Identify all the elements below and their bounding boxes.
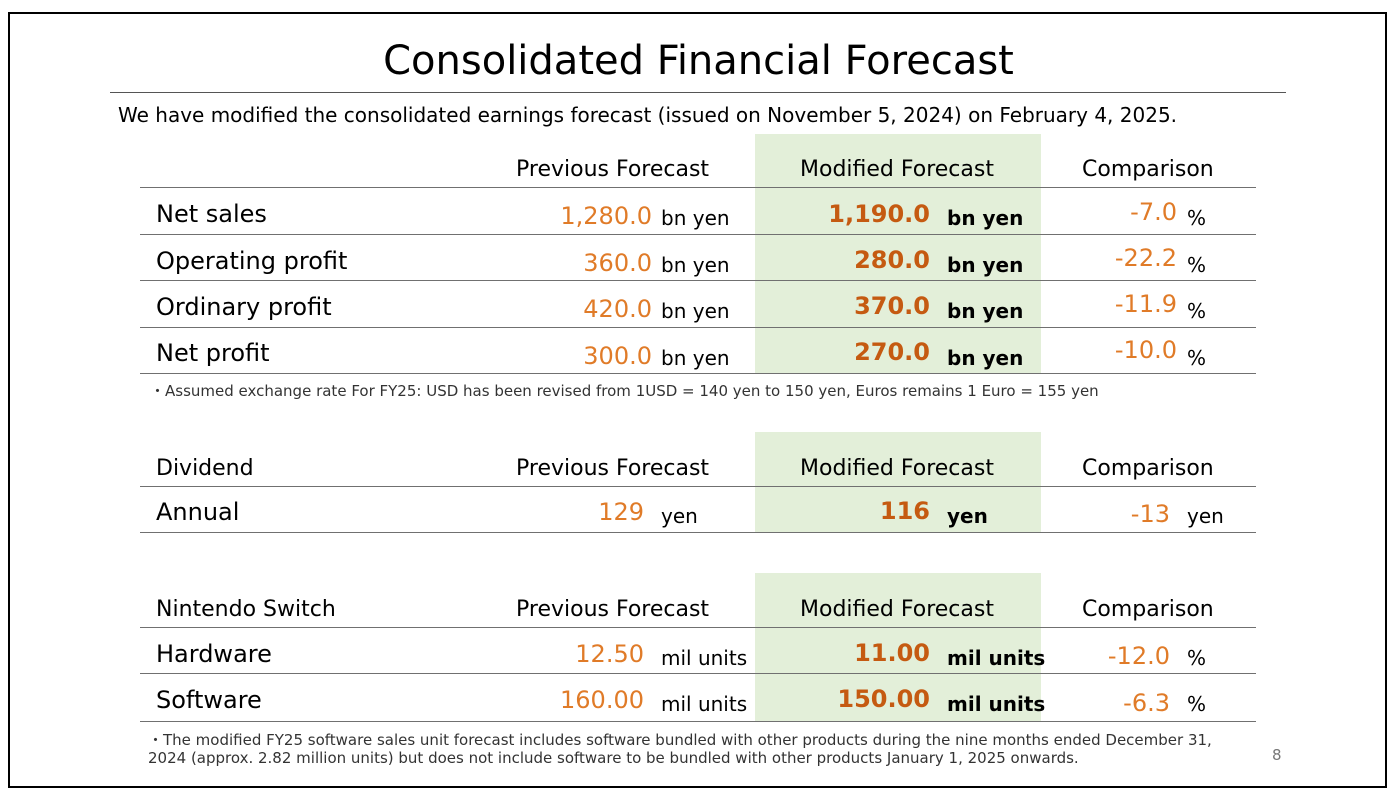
- table-divider: [140, 234, 1256, 235]
- comparison-value: -7.0: [1130, 198, 1177, 226]
- comparison-value: -12.0: [1107, 642, 1170, 670]
- comparison-value: -11.9: [1114, 290, 1177, 318]
- header-modified: Modified Forecast: [800, 157, 994, 182]
- header-comparison: Comparison: [1082, 456, 1214, 481]
- row-label: Hardware: [156, 640, 272, 668]
- modified-highlight: [755, 432, 1041, 532]
- comparison-value: -10.0: [1114, 336, 1177, 364]
- header-comparison: Comparison: [1082, 157, 1214, 182]
- modified-unit: yen: [947, 504, 988, 528]
- modified-value: 270.0: [854, 338, 930, 366]
- row-label: Net profit: [156, 339, 270, 367]
- table-divider: [140, 373, 1256, 374]
- comparison-unit: %: [1187, 206, 1207, 230]
- comparison-unit: %: [1187, 346, 1207, 370]
- modified-value: 116: [879, 497, 930, 525]
- modified-unit: mil units: [947, 646, 1046, 670]
- comparison-value: -22.2: [1114, 244, 1177, 272]
- modified-highlight: [755, 134, 1041, 374]
- header-modified: Modified Forecast: [800, 456, 994, 481]
- row-label: Annual: [156, 498, 240, 526]
- modified-value: 280.0: [854, 246, 930, 274]
- previous-unit: yen: [661, 504, 698, 528]
- previous-value: 1,280.0: [560, 202, 652, 230]
- table-divider: [140, 486, 1256, 487]
- comparison-unit: %: [1187, 299, 1207, 323]
- comparison-unit: yen: [1187, 504, 1224, 528]
- previous-unit: bn yen: [661, 206, 730, 230]
- page-title: Consolidated Financial Forecast: [383, 38, 1014, 84]
- previous-value: 12.50: [575, 640, 644, 668]
- table-divider: [140, 187, 1256, 188]
- title-divider: [110, 92, 1286, 93]
- header-comparison: Comparison: [1082, 597, 1214, 622]
- header-previous: Previous Forecast: [516, 157, 710, 182]
- modified-value: 150.00: [837, 685, 930, 713]
- header-label: Dividend: [156, 456, 254, 481]
- previous-value: 160.00: [560, 686, 644, 714]
- table-divider: [140, 532, 1256, 533]
- previous-unit: bn yen: [661, 253, 730, 277]
- row-label: Ordinary profit: [156, 293, 332, 321]
- row-label: Net sales: [156, 200, 267, 228]
- previous-unit: bn yen: [661, 299, 730, 323]
- comparison-unit: %: [1187, 253, 1207, 277]
- modified-unit: bn yen: [947, 346, 1024, 370]
- modified-value: 1,190.0: [828, 200, 930, 228]
- previous-value: 420.0: [583, 295, 652, 323]
- slide-frame: [8, 12, 1387, 788]
- header-previous: Previous Forecast: [516, 597, 710, 622]
- modified-unit: bn yen: [947, 253, 1024, 277]
- previous-value: 129: [598, 498, 644, 526]
- page-number: 8: [1272, 746, 1282, 764]
- modified-unit: mil units: [947, 692, 1046, 716]
- modified-unit: bn yen: [947, 206, 1024, 230]
- previous-value: 300.0: [583, 342, 652, 370]
- row-label: Software: [156, 686, 262, 714]
- header-modified: Modified Forecast: [800, 597, 994, 622]
- comparison-unit: %: [1187, 692, 1207, 716]
- header-previous: Previous Forecast: [516, 456, 710, 481]
- software-note-line-1: ・The modified FY25 software sales unit f…: [148, 731, 1212, 749]
- previous-value: 360.0: [583, 249, 652, 277]
- table-divider: [140, 721, 1256, 722]
- modified-value: 370.0: [854, 292, 930, 320]
- modified-unit: bn yen: [947, 299, 1024, 323]
- comparison-unit: %: [1187, 646, 1207, 670]
- modified-highlight: [755, 573, 1041, 721]
- comparison-value: -6.3: [1123, 689, 1170, 717]
- modified-value: 11.00: [854, 639, 930, 667]
- table-divider: [140, 673, 1256, 674]
- software-note-line-2: 2024 (approx. 2.82 million units) but do…: [148, 749, 1079, 767]
- previous-unit: mil units: [661, 646, 748, 670]
- row-label: Operating profit: [156, 247, 348, 275]
- table-divider: [140, 327, 1256, 328]
- table-divider: [140, 280, 1256, 281]
- exchange-rate-note: ・Assumed exchange rate For FY25: USD has…: [150, 382, 1099, 400]
- previous-unit: bn yen: [661, 346, 730, 370]
- previous-unit: mil units: [661, 692, 748, 716]
- table-divider: [140, 627, 1256, 628]
- intro-text: We have modified the consolidated earnin…: [118, 103, 1178, 127]
- header-label: Nintendo Switch: [156, 597, 336, 622]
- comparison-value: -13: [1130, 500, 1170, 528]
